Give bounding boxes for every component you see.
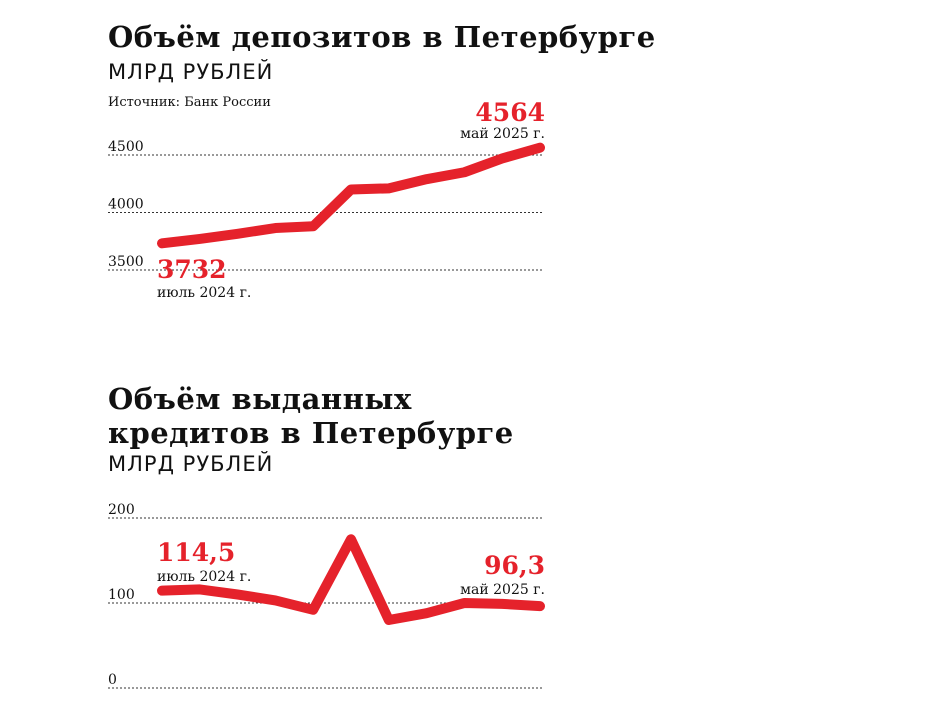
loans-data-point <box>426 612 428 614</box>
deposits-data-point <box>199 238 201 240</box>
deposits-date-label: июль 2024 г. <box>157 285 251 301</box>
deposits-chart-source: Источник: Банк России <box>108 95 271 110</box>
deposits-data-point <box>161 242 163 244</box>
deposits-y-tick-label: 4500 <box>108 139 144 155</box>
deposits-data-point <box>388 187 390 189</box>
loans-y-tick-label: 200 <box>108 502 135 518</box>
loans-date-label: май 2025 г. <box>460 582 545 598</box>
deposits-chart-subtitle: МЛРД РУБЛЕЙ <box>108 60 274 84</box>
loans-data-point <box>199 588 201 590</box>
deposits-data-point <box>426 178 428 180</box>
deposits-data-point <box>274 227 276 229</box>
deposits-value-label: 3732 <box>157 255 227 284</box>
loans-value-label: 96,3 <box>484 551 545 580</box>
loans-line-chart: 0 100 200 114,5 июль 2024 г. 96,3 май 2025 г. <box>108 502 545 689</box>
loans-value-label: 114,5 <box>157 538 235 567</box>
deposits-data-point <box>501 157 503 159</box>
loans-data-point <box>388 619 390 621</box>
loans-data-point <box>350 538 352 540</box>
loans-chart-title-line-2: кредитов в Петербурге <box>108 416 514 450</box>
deposits-value-label: 4564 <box>475 98 545 127</box>
loans-data-point <box>463 602 465 604</box>
loans-data-point <box>312 609 314 611</box>
loans-y-tick-label: 100 <box>108 587 135 603</box>
loans-y-tick-label: 0 <box>108 672 117 688</box>
loans-chart-title-line-1: Объём выданных <box>108 382 412 416</box>
deposits-data-point <box>463 171 465 173</box>
loans-data-point <box>237 594 239 595</box>
loans-date-label: июль 2024 г. <box>157 569 251 585</box>
deposits-chart-title: Объём депозитов в Петербурге <box>108 20 656 54</box>
loans-data-point <box>501 603 503 605</box>
deposits-y-tick-label: 3500 <box>108 254 144 270</box>
deposits-data-point <box>539 147 541 149</box>
loans-chart-subtitle: МЛРД РУБЛЕЙ <box>108 452 274 476</box>
deposits-date-label: май 2025 г. <box>460 126 545 142</box>
loans-data-point <box>539 605 541 607</box>
loans-data-point <box>161 590 163 592</box>
loans-data-point <box>274 599 276 601</box>
deposits-data-point <box>237 233 239 235</box>
deposits-y-tick-label: 4000 <box>108 197 144 213</box>
loans-chart-title: Объём выданных кредитов в Петербурге <box>108 382 514 450</box>
deposits-data-point <box>350 189 352 190</box>
deposits-data-point <box>312 225 314 227</box>
